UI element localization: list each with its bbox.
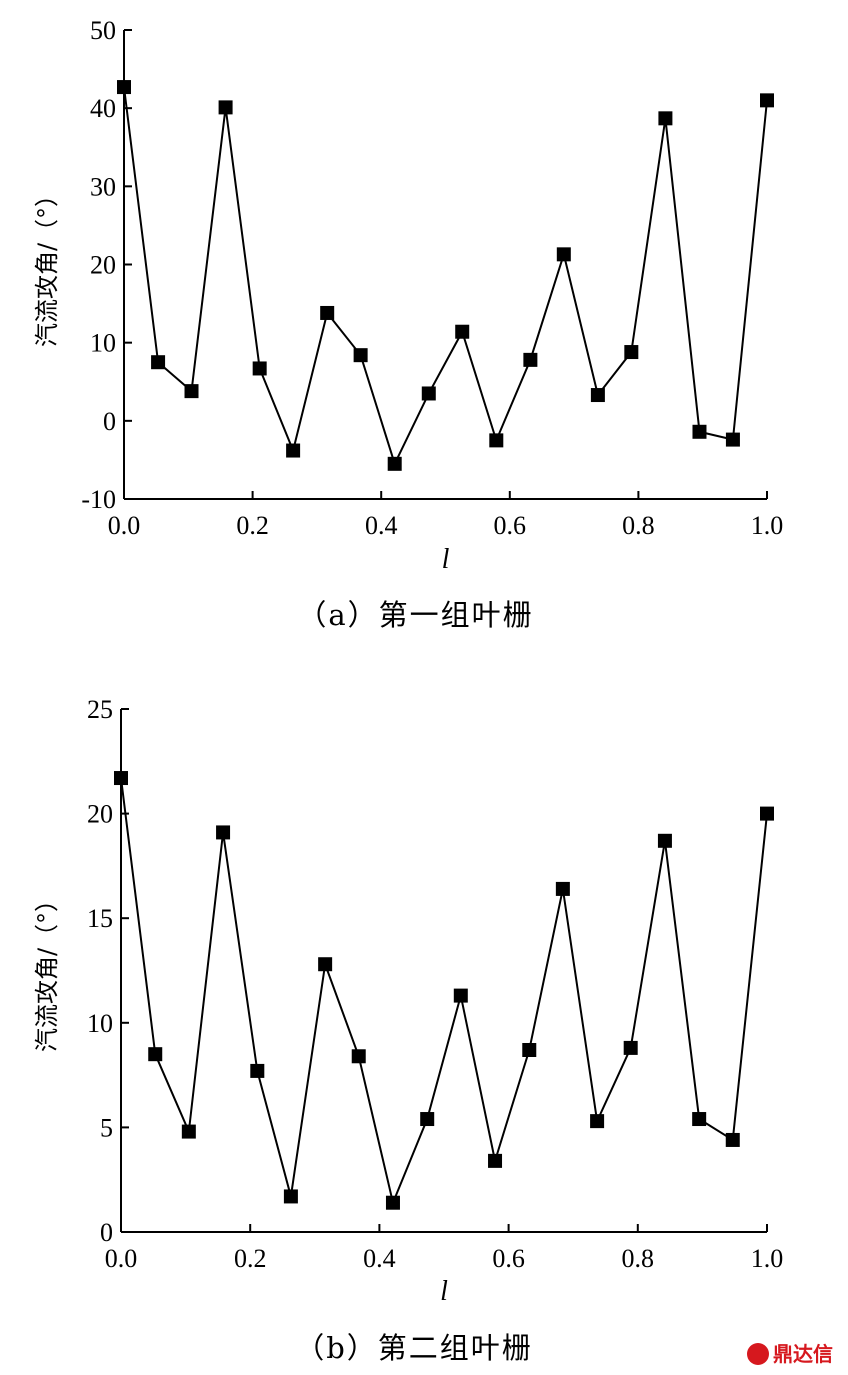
- data-point-marker: [455, 324, 470, 339]
- x-tick-label: 0.4: [363, 1244, 396, 1273]
- data-point-marker: [657, 833, 672, 848]
- data-point-marker: [420, 1112, 435, 1127]
- data-point-marker: [692, 424, 707, 439]
- data-point-marker: [320, 305, 335, 320]
- x-tick-label: 0.6: [494, 511, 527, 540]
- data-point-marker: [385, 1195, 400, 1210]
- data-point-marker: [760, 93, 774, 108]
- data-point-marker: [624, 345, 639, 360]
- data-point-marker: [318, 957, 333, 972]
- data-point-marker: [387, 456, 402, 471]
- x-tick-label: 0.6: [492, 1244, 525, 1273]
- data-point-marker: [522, 1042, 537, 1057]
- chart-panel-a: -10 0 10 20 30 40 50 0.0 0.2 0.4 0.6 0.8 1.0 汽流攻角/（°）…: [33, 16, 783, 632]
- data-point-marker: [623, 1040, 638, 1055]
- data-point-marker: [488, 1153, 503, 1168]
- y-tick-label: 15: [87, 904, 113, 933]
- data-point-marker: [489, 433, 504, 448]
- y-tick-label: 10: [87, 1009, 113, 1038]
- data-point-marker: [151, 355, 166, 370]
- data-point-marker: [351, 1049, 366, 1064]
- x-tick-label: 0.8: [622, 511, 655, 540]
- data-point-marker: [353, 348, 368, 363]
- chart-panel-b: 0 5 10 15 20 25 0.0 0.2 0.4 0.6 0.8 1.0 汽流攻角/（°） l （b）…: [33, 695, 783, 1365]
- series-line: [120, 777, 768, 1206]
- x-axis-label: l: [442, 544, 450, 575]
- x-tick-label: 1.0: [751, 1244, 784, 1273]
- y-tick-label: 50: [90, 16, 116, 45]
- x-tick-label: 0.0: [108, 511, 141, 540]
- data-point-marker: [218, 100, 233, 115]
- data-point-marker: [760, 806, 774, 821]
- data-point-marker: [725, 432, 740, 447]
- y-tick-label: 5: [100, 1113, 113, 1142]
- data-point-marker: [286, 443, 301, 458]
- x-tick-label: 0.4: [365, 511, 398, 540]
- watermark-logo: 鼎达信: [747, 1342, 833, 1366]
- data-point-marker: [421, 386, 436, 401]
- data-point-marker: [252, 361, 267, 376]
- data-point-marker: [692, 1112, 707, 1127]
- data-point-marker: [725, 1132, 740, 1147]
- x-tick-label: 1.0: [751, 511, 784, 540]
- y-axis-label: 汽流攻角/（°）: [33, 183, 61, 347]
- y-tick-label: 25: [87, 695, 113, 724]
- watermark-emblem-icon: [747, 1343, 769, 1365]
- y-axis-label: 汽流攻角/（°）: [33, 888, 61, 1052]
- series-line: [123, 86, 768, 467]
- watermark-text: 鼎达信: [773, 1342, 833, 1366]
- x-tick-label: 0.2: [236, 511, 269, 540]
- data-point-marker: [148, 1047, 163, 1062]
- data-point-marker: [555, 881, 570, 896]
- data-point-marker: [658, 111, 673, 126]
- data-point-marker: [117, 80, 131, 95]
- x-tick-label: 0.8: [622, 1244, 655, 1273]
- data-point-marker: [283, 1189, 298, 1204]
- data-point-marker: [453, 988, 468, 1003]
- x-axis-label: l: [440, 1276, 448, 1307]
- figure-caption: （b）第二组叶栅: [295, 1331, 533, 1365]
- data-point-marker: [114, 771, 128, 786]
- y-tick-label: 30: [90, 172, 116, 201]
- data-point-marker: [181, 1124, 196, 1139]
- data-point-marker: [184, 384, 199, 399]
- data-point-marker: [590, 388, 605, 403]
- y-tick-label: 40: [90, 94, 116, 123]
- y-tick-label: -10: [81, 485, 116, 514]
- data-point-marker: [250, 1063, 265, 1078]
- y-tick-label: 20: [87, 800, 113, 829]
- data-point-marker: [216, 825, 231, 840]
- x-tick-label: 0.2: [234, 1244, 267, 1273]
- y-tick-label: 0: [100, 1218, 113, 1247]
- data-point-marker: [556, 247, 571, 262]
- y-tick-label: 20: [90, 251, 116, 280]
- data-point-marker: [590, 1114, 605, 1129]
- x-tick-label: 0.0: [105, 1244, 138, 1273]
- y-tick-label: 10: [90, 329, 116, 358]
- figure-caption: （a）第一组叶栅: [297, 598, 533, 632]
- y-tick-label: 0: [103, 407, 116, 436]
- data-point-marker: [523, 352, 538, 367]
